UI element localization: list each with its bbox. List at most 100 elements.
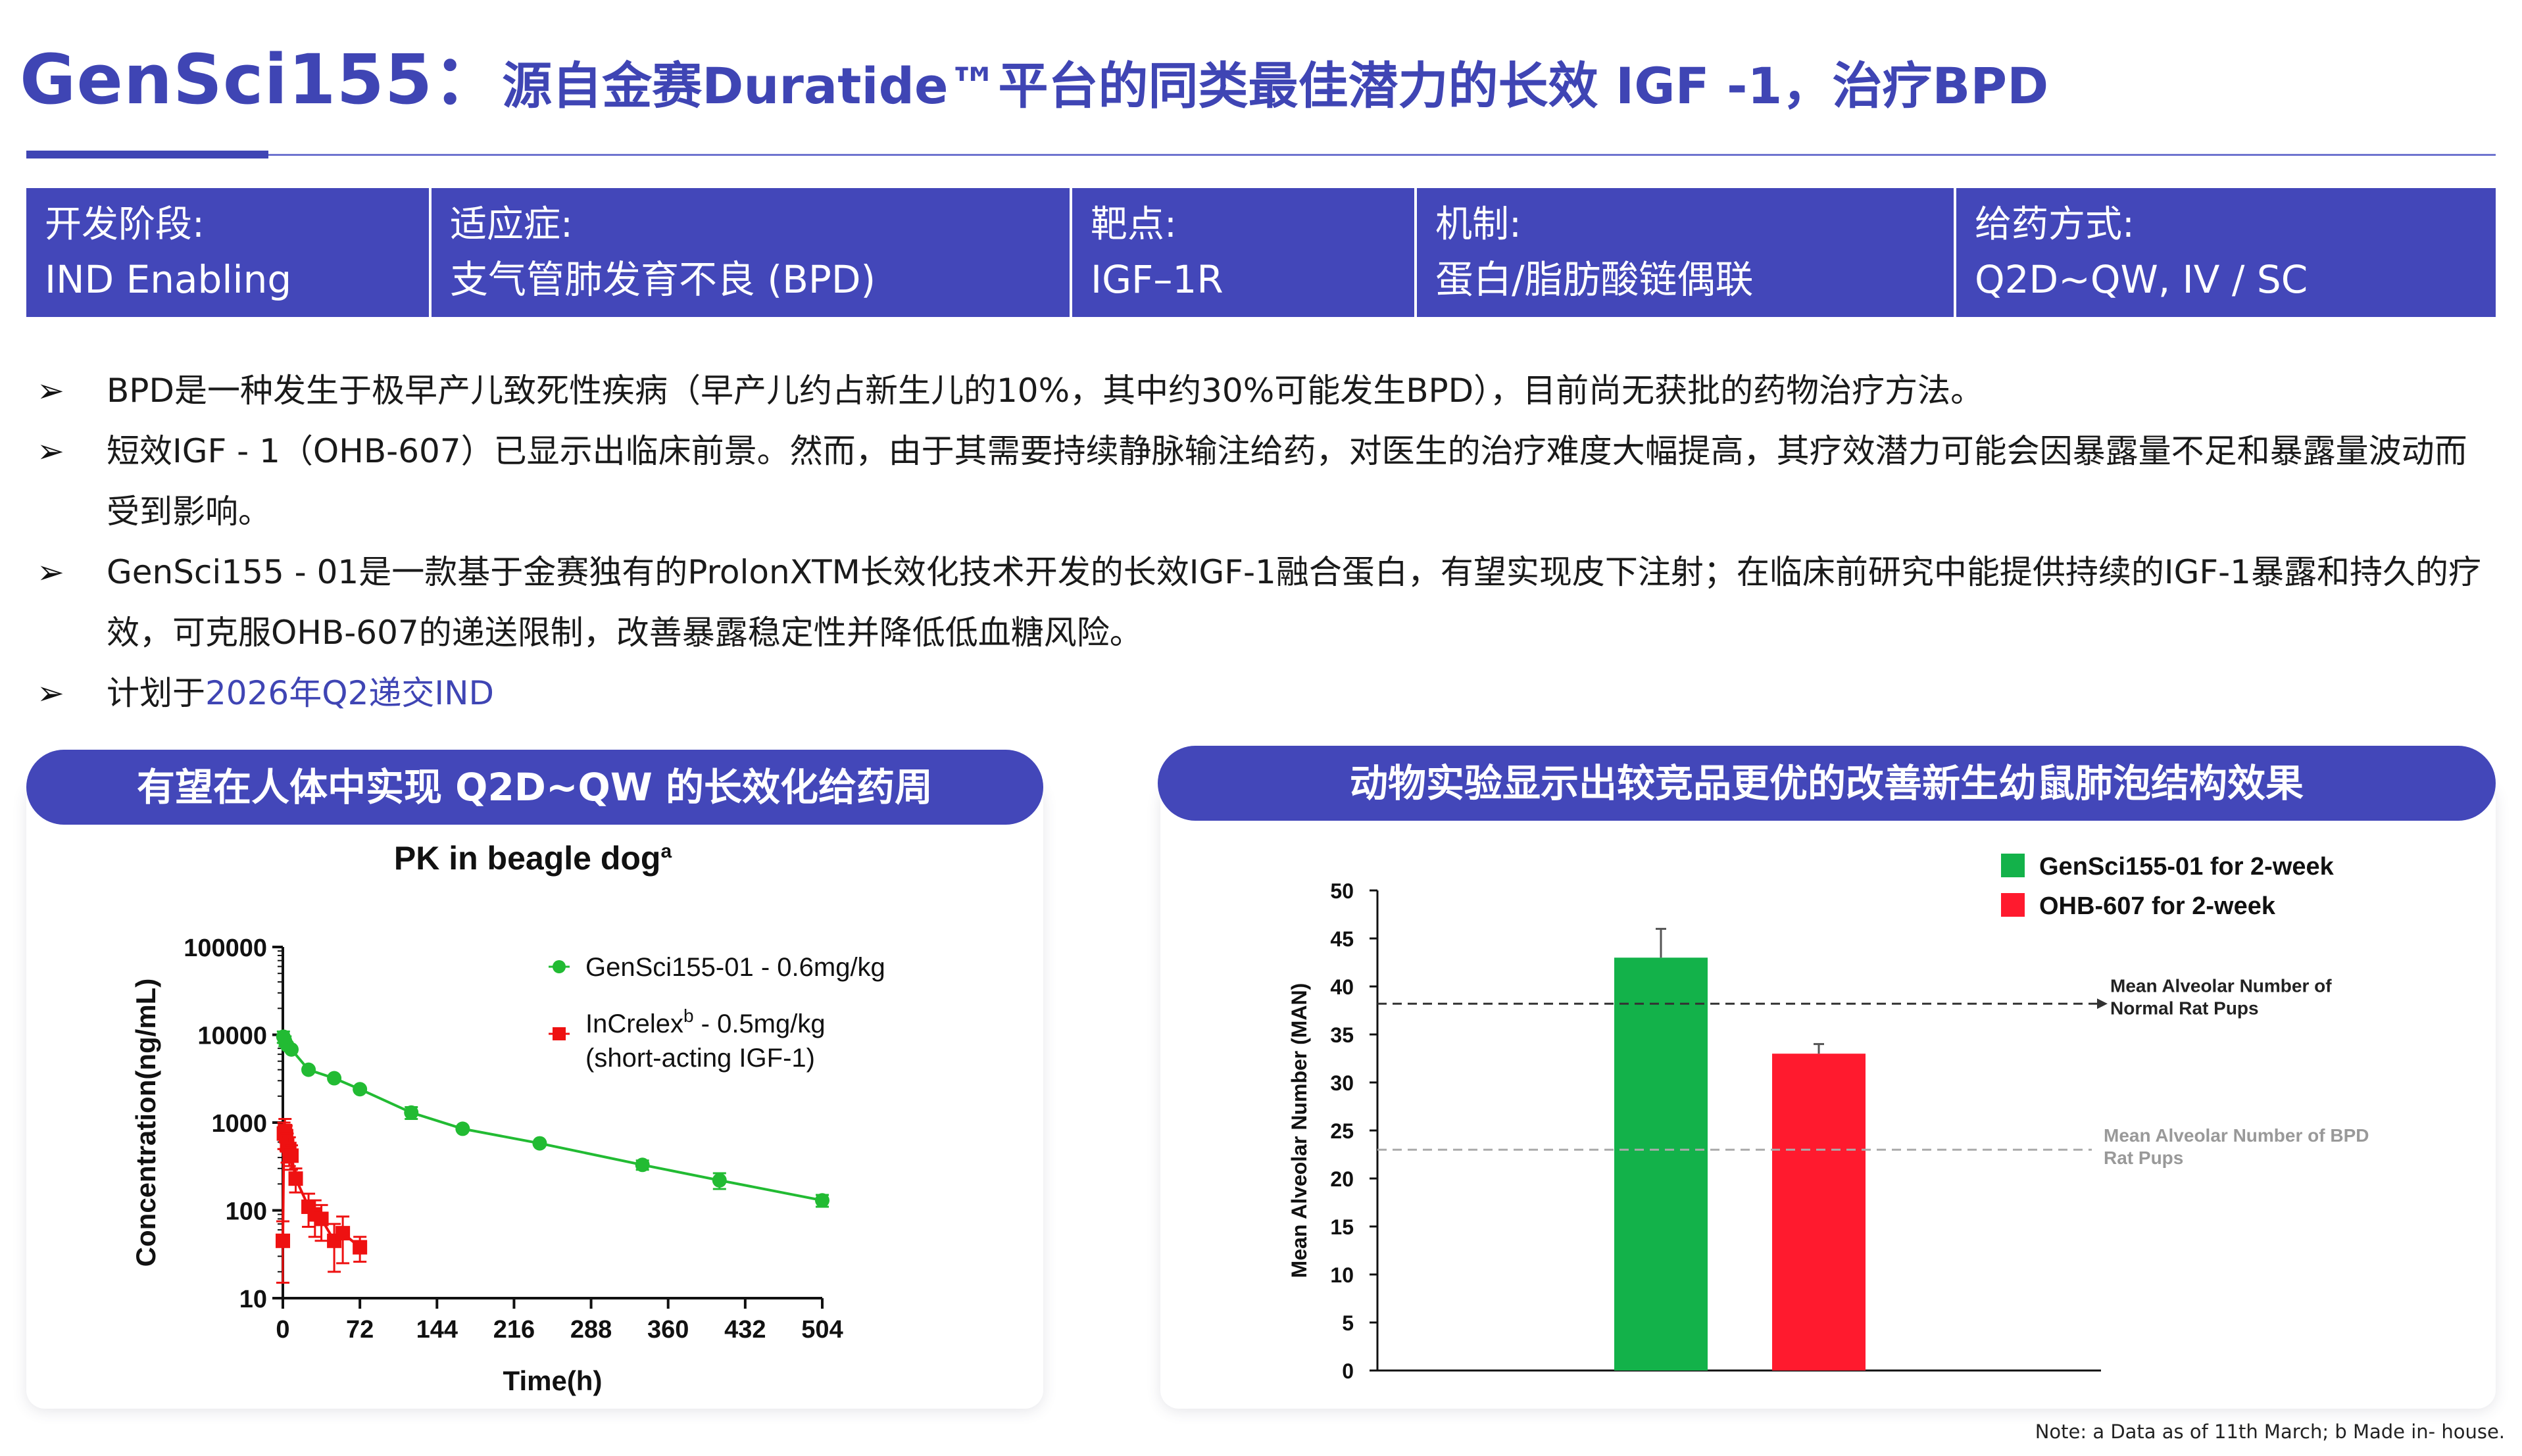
y-tick-label: 50 bbox=[1330, 879, 1354, 903]
data-point bbox=[284, 1042, 299, 1057]
y-tick-label: 10 bbox=[1330, 1263, 1354, 1287]
chart-title-superscript: a bbox=[660, 840, 672, 862]
legend-label-line2: (short-acting IGF-1) bbox=[585, 1044, 815, 1073]
data-point bbox=[635, 1157, 650, 1173]
info-key: 开发阶段: bbox=[45, 203, 205, 246]
legend-swatch bbox=[2001, 893, 2025, 917]
data-point bbox=[314, 1211, 329, 1226]
pk-chart: PK in beagle doga 10 100 1000 10000 100000 0 72… bbox=[130, 840, 885, 1396]
data-point bbox=[404, 1105, 419, 1120]
data-point bbox=[301, 1062, 316, 1077]
y-tick-label: 45 bbox=[1330, 927, 1354, 951]
x-tick-label: 432 bbox=[724, 1316, 766, 1344]
bullet-item: ➢ GenSci155 - 01是一款基于金赛独有的ProlonXTM长效化技术… bbox=[37, 542, 2490, 663]
legend-label: GenSci155-01 - 0.6mg/kg bbox=[585, 953, 885, 982]
x-tick-label: 72 bbox=[346, 1316, 374, 1344]
arrow-bullet-icon: ➢ bbox=[37, 553, 64, 591]
info-cell-stage: 开发阶段: IND Enabling bbox=[26, 188, 432, 317]
data-point bbox=[532, 1136, 547, 1151]
bar bbox=[1772, 1054, 1866, 1371]
info-cell-target: 靶点: IGF–1R bbox=[1072, 188, 1417, 317]
title-subtitle: 源自金赛Duratide™平台的同类最佳潜力的长效 IGF -1，治疗BPD bbox=[502, 57, 2049, 115]
arrow-bullet-icon: ➢ bbox=[37, 674, 64, 712]
arrow-bullet-icon: ➢ bbox=[37, 432, 64, 470]
title-brand: GenSci155： bbox=[20, 39, 503, 120]
bar-chart: 0 5 10 15 20 25 30 35 40 45 50 Mean Alveolar Number… bbox=[1287, 853, 2369, 1383]
data-point bbox=[288, 1171, 303, 1186]
data-point bbox=[455, 1121, 470, 1136]
data-point bbox=[815, 1193, 829, 1208]
bar bbox=[1614, 958, 1708, 1371]
y-tick-label: 15 bbox=[1330, 1215, 1354, 1239]
data-point bbox=[712, 1173, 727, 1188]
data-point bbox=[284, 1148, 299, 1163]
legend-label-suffix: - 0.5mg/kg bbox=[694, 1009, 826, 1038]
reference-arrowhead bbox=[2097, 998, 2108, 1009]
bullet-highlight: 2026年Q2递交IND bbox=[205, 674, 495, 712]
y-tick-label: 10000 bbox=[197, 1023, 267, 1050]
info-key: 给药方式: bbox=[1975, 203, 2135, 246]
info-value: 蛋白/脂肪酸链偶联 bbox=[1435, 257, 1754, 302]
y-tick-label: 100 bbox=[226, 1198, 267, 1226]
y-axis-label: Concentration(ng/mL) bbox=[130, 979, 161, 1267]
data-point bbox=[335, 1226, 351, 1241]
reference-label: Mean Alveolar Number of bbox=[2110, 975, 2332, 996]
x-tick-label: 360 bbox=[647, 1316, 689, 1344]
arrow-bullet-icon: ➢ bbox=[37, 372, 64, 410]
y-tick-label: 25 bbox=[1330, 1119, 1354, 1143]
info-value: 支气管肺发育不良 (BPD) bbox=[450, 257, 876, 302]
legend-marker bbox=[553, 960, 566, 973]
x-tick-label: 144 bbox=[416, 1316, 458, 1344]
data-point bbox=[276, 1233, 290, 1248]
info-cell-dosing: 给药方式: Q2D~QW, IV / SC bbox=[1956, 188, 2496, 317]
info-value: IND Enabling bbox=[45, 257, 292, 302]
bar-panel-heading: 动物实验显示出较竞品更优的改善新生幼鼠肺泡结构效果 bbox=[1158, 746, 2496, 821]
y-tick-label: 5 bbox=[1342, 1311, 1354, 1335]
legend-label: InCrelexb - 0.5mg/kg bbox=[585, 1006, 826, 1038]
bullet-item: ➢ BPD是一种发生于极早产儿致死性疾病（早产儿约占新生儿的10%，其中约30%… bbox=[37, 360, 2490, 421]
bullet-text-prefix: 计划于 bbox=[107, 674, 205, 712]
bullet-text: 短效IGF - 1（OHB-607）已显示出临床前景。然而，由于其需要持续静脉输… bbox=[107, 432, 2467, 531]
reference-label: Mean Alveolar Number of BPD bbox=[2104, 1125, 2369, 1146]
chart-title: PK in beagle doga bbox=[394, 840, 672, 877]
legend-superscript: b bbox=[683, 1006, 694, 1026]
info-key: 适应症: bbox=[450, 203, 573, 246]
x-tick-label: 504 bbox=[801, 1316, 843, 1344]
y-tick-label: 1000 bbox=[211, 1110, 267, 1138]
footnote: Note: a Data as of 11th March; b Made in… bbox=[2035, 1420, 2505, 1443]
x-tick-label: 0 bbox=[276, 1316, 289, 1344]
info-value: IGF–1R bbox=[1091, 257, 1224, 302]
y-tick-label: 20 bbox=[1330, 1167, 1354, 1191]
data-point bbox=[327, 1071, 342, 1086]
reference-label: Rat Pups bbox=[2104, 1148, 2183, 1168]
legend-label: GenSci155-01 for 2-week bbox=[2039, 853, 2335, 881]
pk-panel-heading: 有望在人体中实现 Q2D~QW 的长效化给药周 bbox=[26, 750, 1043, 825]
legend-label: OHB-607 for 2-week bbox=[2039, 892, 2276, 920]
info-value: Q2D~QW, IV / SC bbox=[1975, 257, 2308, 302]
reference-label: Normal Rat Pups bbox=[2110, 998, 2259, 1018]
y-tick-label: 30 bbox=[1330, 1071, 1354, 1095]
y-axis-label: Mean Alveolar Number (MAN) bbox=[1287, 983, 1311, 1278]
y-tick-label: 35 bbox=[1330, 1023, 1354, 1047]
legend-swatch bbox=[2001, 854, 2025, 877]
page-title: GenSci155： 源自金赛Duratide™平台的同类最佳潜力的长效 IGF… bbox=[20, 24, 2048, 120]
info-key: 靶点: bbox=[1091, 203, 1177, 246]
info-cell-mechanism: 机制: 蛋白/脂肪酸链偶联 bbox=[1417, 188, 1956, 317]
bullet-text: BPD是一种发生于极早产儿致死性疾病（早产儿约占新生儿的10%，其中约30%可能… bbox=[107, 372, 1984, 410]
info-cell-indication: 适应症: 支气管肺发育不良 (BPD) bbox=[432, 188, 1072, 317]
y-tick-label: 10 bbox=[239, 1286, 267, 1313]
y-tick-label: 40 bbox=[1330, 975, 1354, 999]
bullet-item: ➢ 计划于2026年Q2递交IND bbox=[37, 663, 2490, 723]
info-bar: 开发阶段: IND Enabling 适应症: 支气管肺发育不良 (BPD) 靶… bbox=[26, 188, 2496, 317]
bullet-item: ➢ 短效IGF - 1（OHB-607）已显示出临床前景。然而，由于其需要持续静… bbox=[37, 421, 2490, 542]
y-tick-label: 0 bbox=[1342, 1359, 1354, 1383]
info-key: 机制: bbox=[1435, 203, 1521, 246]
bullet-list: ➢ BPD是一种发生于极早产儿致死性疾病（早产儿约占新生儿的10%，其中约30%… bbox=[37, 360, 2490, 723]
pk-chart-panel bbox=[26, 783, 1043, 1409]
x-tick-label: 216 bbox=[493, 1316, 535, 1344]
header-accent-bar bbox=[26, 151, 268, 158]
header-divider bbox=[26, 154, 2496, 156]
bullet-text: GenSci155 - 01是一款基于金赛独有的ProlonXTM长效化技术开发… bbox=[107, 553, 2481, 652]
legend-marker bbox=[553, 1027, 566, 1040]
x-tick-label: 288 bbox=[570, 1316, 612, 1344]
